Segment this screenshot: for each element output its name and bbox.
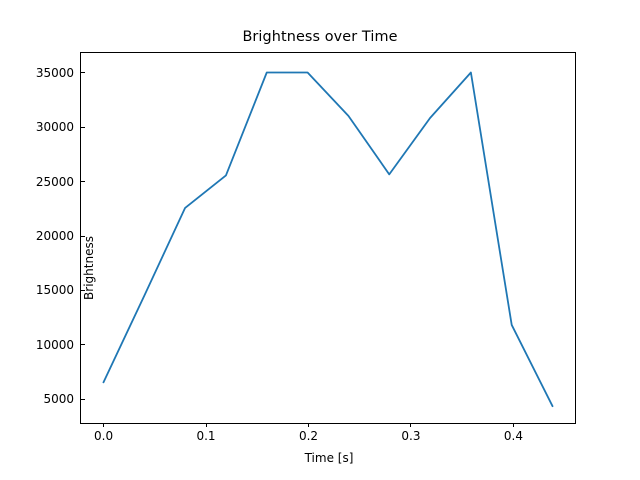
x-axis-tick-mark xyxy=(308,423,309,427)
y-axis-tick-mark xyxy=(81,398,85,400)
x-axis-tick-mark xyxy=(410,423,412,427)
x-axis-label: Time [s] xyxy=(304,451,354,465)
y-axis-tick-mark xyxy=(81,181,85,183)
y-axis-tick-label: 30000 xyxy=(35,120,74,135)
y-axis-tick-mark xyxy=(81,235,85,237)
x-axis-tick-label: 0.3 xyxy=(401,429,421,443)
chart-title: Brightness over Time xyxy=(242,29,398,45)
x-axis-tick-mark xyxy=(205,423,207,427)
y-axis-tick-label: 15000 xyxy=(35,283,74,298)
y-axis-label: Brightness xyxy=(82,236,96,300)
x-axis-tick-label: 0.1 xyxy=(196,429,216,443)
x-axis-tick-mark xyxy=(103,423,105,427)
y-axis-tick-label: 5000 xyxy=(43,392,74,407)
plot-area: 5000 10000 15000 20000 25000 30000 35000 0.0 0.… xyxy=(36,52,576,465)
y-axis-tick-mark xyxy=(81,126,85,128)
y-axis-tick-mark xyxy=(81,289,85,291)
y-axis-tick-label: 25000 xyxy=(35,174,74,189)
x-axis-tick-label: 0.4 xyxy=(503,429,523,443)
x-axis-tick-mark xyxy=(512,423,514,427)
y-axis-tick-label: 20000 xyxy=(35,229,74,243)
y-axis-tick-label: 35000 xyxy=(35,65,74,80)
brightness-series-polyline xyxy=(102,71,554,408)
data-line-series xyxy=(102,71,554,408)
y-axis-tick-mark xyxy=(81,72,85,74)
y-axis-tick-mark xyxy=(81,344,85,346)
y-axis-tick-label: 10000 xyxy=(35,337,74,352)
x-axis-tick-label: 0.0 xyxy=(94,429,114,443)
x-axis-tick-label: 0.2 xyxy=(298,429,319,443)
